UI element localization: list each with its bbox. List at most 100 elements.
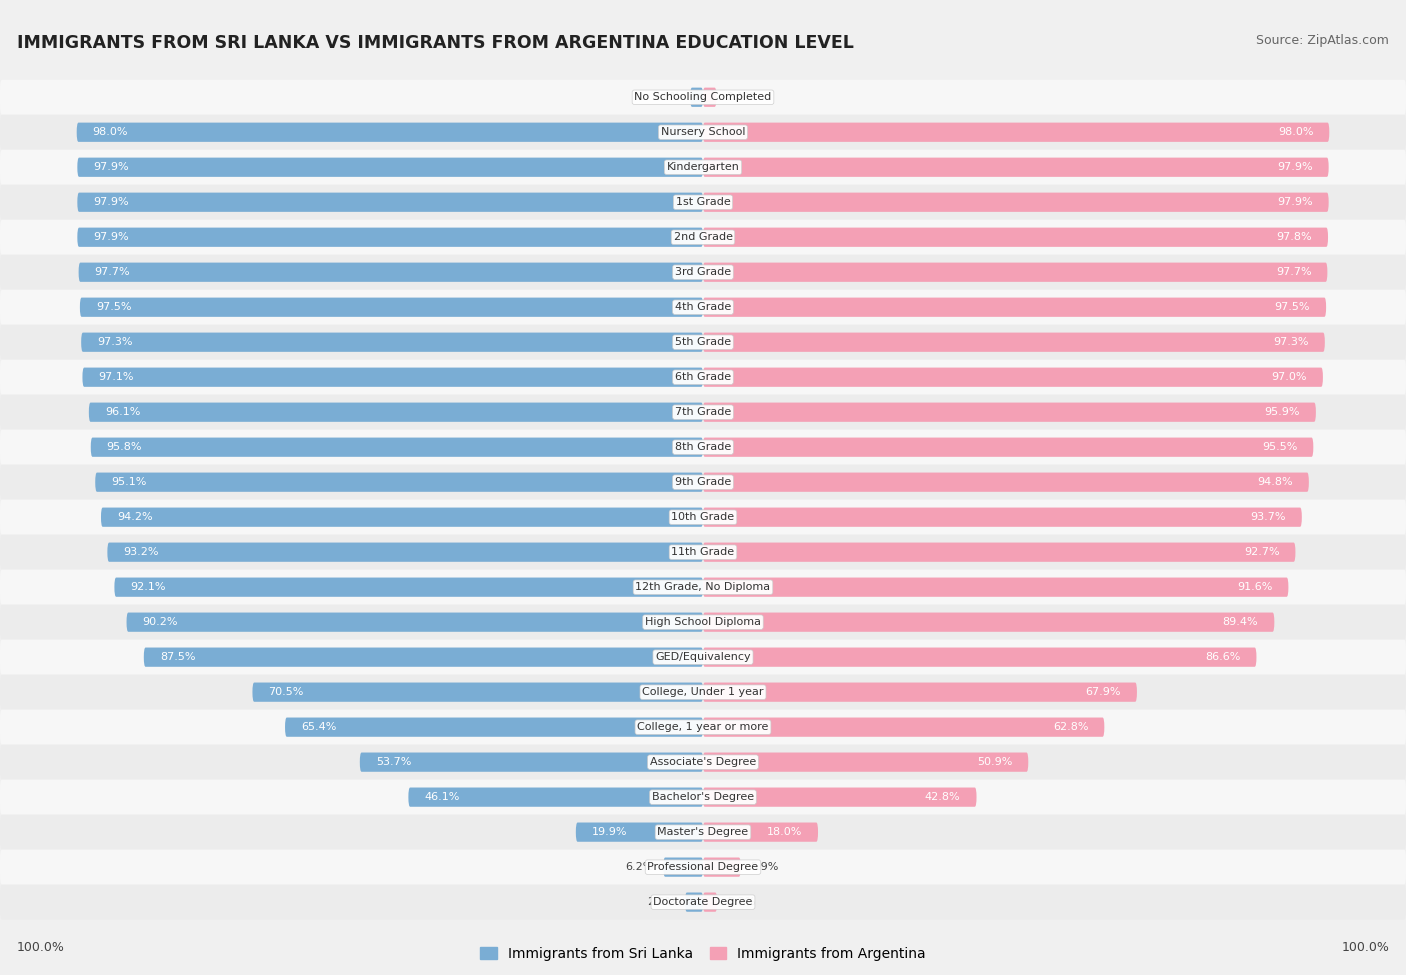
Text: 92.1%: 92.1% — [131, 582, 166, 592]
Text: Doctorate Degree: Doctorate Degree — [654, 897, 752, 907]
Text: High School Diploma: High School Diploma — [645, 617, 761, 627]
Text: 2.8%: 2.8% — [647, 897, 675, 907]
FancyBboxPatch shape — [0, 675, 1406, 710]
Text: Master's Degree: Master's Degree — [658, 827, 748, 838]
Text: 97.9%: 97.9% — [93, 162, 129, 173]
Text: 98.0%: 98.0% — [93, 128, 128, 137]
FancyBboxPatch shape — [703, 718, 1104, 737]
FancyBboxPatch shape — [0, 500, 1406, 534]
Text: 5th Grade: 5th Grade — [675, 337, 731, 347]
Text: 7th Grade: 7th Grade — [675, 408, 731, 417]
Text: 97.7%: 97.7% — [1275, 267, 1312, 277]
FancyBboxPatch shape — [703, 403, 1316, 422]
FancyBboxPatch shape — [703, 262, 1327, 282]
Text: 9th Grade: 9th Grade — [675, 477, 731, 488]
Text: 97.9%: 97.9% — [1277, 197, 1313, 208]
Text: 2.2%: 2.2% — [727, 897, 755, 907]
Text: 5.9%: 5.9% — [751, 862, 779, 872]
FancyBboxPatch shape — [96, 473, 703, 491]
FancyBboxPatch shape — [703, 788, 977, 806]
Text: 2nd Grade: 2nd Grade — [673, 232, 733, 242]
Text: 92.7%: 92.7% — [1244, 547, 1279, 557]
Text: 95.9%: 95.9% — [1264, 408, 1301, 417]
FancyBboxPatch shape — [685, 892, 703, 912]
FancyBboxPatch shape — [703, 577, 1288, 597]
FancyBboxPatch shape — [0, 290, 1406, 325]
FancyBboxPatch shape — [0, 80, 1406, 115]
Text: 6th Grade: 6th Grade — [675, 372, 731, 382]
Text: 94.2%: 94.2% — [117, 512, 153, 523]
Text: Associate's Degree: Associate's Degree — [650, 758, 756, 767]
FancyBboxPatch shape — [0, 115, 1406, 150]
FancyBboxPatch shape — [114, 577, 703, 597]
FancyBboxPatch shape — [703, 612, 1274, 632]
FancyBboxPatch shape — [703, 542, 1295, 562]
FancyBboxPatch shape — [253, 682, 703, 702]
FancyBboxPatch shape — [77, 193, 703, 212]
FancyBboxPatch shape — [703, 823, 818, 841]
FancyBboxPatch shape — [0, 569, 1406, 604]
FancyBboxPatch shape — [77, 123, 703, 142]
Text: 91.6%: 91.6% — [1237, 582, 1272, 592]
FancyBboxPatch shape — [703, 368, 1323, 387]
Text: 95.1%: 95.1% — [111, 477, 146, 488]
FancyBboxPatch shape — [0, 815, 1406, 849]
Text: 10th Grade: 10th Grade — [672, 512, 734, 523]
FancyBboxPatch shape — [89, 403, 703, 422]
Text: 2.1%: 2.1% — [725, 93, 755, 102]
FancyBboxPatch shape — [0, 430, 1406, 465]
Text: Professional Degree: Professional Degree — [647, 862, 759, 872]
FancyBboxPatch shape — [0, 640, 1406, 675]
FancyBboxPatch shape — [576, 823, 703, 841]
Text: 97.5%: 97.5% — [96, 302, 131, 312]
Text: 46.1%: 46.1% — [425, 792, 460, 802]
Text: 93.2%: 93.2% — [124, 547, 159, 557]
Text: 97.3%: 97.3% — [1274, 337, 1309, 347]
Text: 97.8%: 97.8% — [1277, 232, 1312, 242]
Text: 4th Grade: 4th Grade — [675, 302, 731, 312]
FancyBboxPatch shape — [0, 849, 1406, 884]
FancyBboxPatch shape — [101, 508, 703, 526]
FancyBboxPatch shape — [703, 753, 1028, 772]
FancyBboxPatch shape — [0, 780, 1406, 815]
Text: 95.5%: 95.5% — [1263, 443, 1298, 452]
Text: Bachelor's Degree: Bachelor's Degree — [652, 792, 754, 802]
Text: 11th Grade: 11th Grade — [672, 547, 734, 557]
Text: College, Under 1 year: College, Under 1 year — [643, 687, 763, 697]
FancyBboxPatch shape — [703, 438, 1313, 457]
Text: 12th Grade, No Diploma: 12th Grade, No Diploma — [636, 582, 770, 592]
Text: 95.8%: 95.8% — [107, 443, 142, 452]
FancyBboxPatch shape — [77, 158, 703, 176]
FancyBboxPatch shape — [0, 219, 1406, 254]
FancyBboxPatch shape — [703, 193, 1329, 212]
FancyBboxPatch shape — [703, 297, 1326, 317]
FancyBboxPatch shape — [82, 332, 703, 352]
FancyBboxPatch shape — [127, 612, 703, 632]
Text: 42.8%: 42.8% — [925, 792, 960, 802]
Text: 1st Grade: 1st Grade — [676, 197, 730, 208]
Text: 89.4%: 89.4% — [1223, 617, 1258, 627]
Text: 96.1%: 96.1% — [105, 408, 141, 417]
Text: 100.0%: 100.0% — [17, 941, 65, 955]
Text: GED/Equivalency: GED/Equivalency — [655, 652, 751, 662]
Text: 97.7%: 97.7% — [94, 267, 131, 277]
FancyBboxPatch shape — [360, 753, 703, 772]
FancyBboxPatch shape — [408, 788, 703, 806]
FancyBboxPatch shape — [0, 745, 1406, 780]
FancyBboxPatch shape — [0, 884, 1406, 919]
Text: 93.7%: 93.7% — [1250, 512, 1286, 523]
FancyBboxPatch shape — [80, 297, 703, 317]
Text: 70.5%: 70.5% — [269, 687, 304, 697]
Text: 3rd Grade: 3rd Grade — [675, 267, 731, 277]
Text: 97.3%: 97.3% — [97, 337, 132, 347]
Text: 90.2%: 90.2% — [142, 617, 179, 627]
Text: Nursery School: Nursery School — [661, 128, 745, 137]
Text: 98.0%: 98.0% — [1278, 128, 1313, 137]
Text: 100.0%: 100.0% — [1341, 941, 1389, 955]
Text: Kindergarten: Kindergarten — [666, 162, 740, 173]
Text: IMMIGRANTS FROM SRI LANKA VS IMMIGRANTS FROM ARGENTINA EDUCATION LEVEL: IMMIGRANTS FROM SRI LANKA VS IMMIGRANTS … — [17, 34, 853, 52]
FancyBboxPatch shape — [703, 332, 1324, 352]
FancyBboxPatch shape — [703, 508, 1302, 526]
FancyBboxPatch shape — [0, 710, 1406, 745]
FancyBboxPatch shape — [0, 395, 1406, 430]
